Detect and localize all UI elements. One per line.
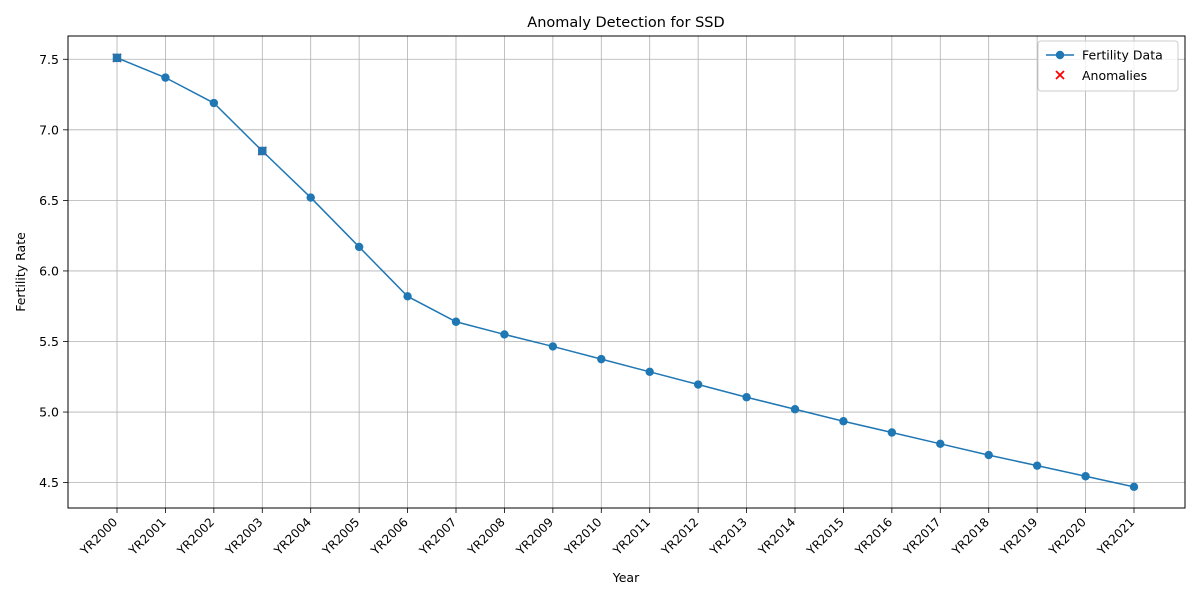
x-axis-label: Year: [612, 570, 640, 585]
legend-label-anomalies: Anomalies: [1082, 68, 1147, 83]
y-tick-label: 4.5: [39, 475, 59, 490]
y-tick-label: 6.5: [39, 193, 59, 208]
data-point: [645, 367, 654, 377]
legend-label-fertility-data: Fertility Data: [1082, 48, 1163, 63]
y-tick-label: 7.5: [39, 52, 59, 67]
y-axis-ticks: 4.5 5.0 5.5 6.0 6.5 7.0 7.5: [39, 52, 68, 490]
data-point: [790, 405, 800, 414]
data-point: [742, 393, 751, 402]
legend-anomaly-swatch: [1055, 70, 1065, 80]
data-point: [500, 330, 509, 339]
grid: [68, 36, 1185, 508]
data-point: [887, 428, 897, 437]
data-point: [936, 439, 945, 448]
data-point: [1081, 472, 1090, 481]
anomaly-overlap-marker: [258, 146, 267, 156]
data-point: [451, 317, 461, 326]
data-point: [984, 450, 993, 460]
chart-title: Anomaly Detection for SSD: [527, 15, 724, 31]
data-point: [161, 73, 170, 82]
data-point: [839, 417, 848, 426]
data-point: [1129, 482, 1139, 492]
anomaly-layer: [112, 53, 267, 156]
data-point: [403, 292, 412, 301]
y-tick-label: 6.0: [39, 263, 59, 278]
y-tick-label: 5.0: [39, 405, 59, 420]
data-point: [209, 98, 219, 108]
data-point: [1032, 461, 1042, 470]
plot-frame: [67, 35, 1186, 509]
y-tick-label: 7.0: [39, 122, 59, 137]
data-point: [597, 354, 606, 364]
anomaly-overlap-marker: [112, 53, 122, 63]
legend-marker-swatch: [1055, 50, 1065, 60]
series-layer: [112, 53, 1139, 492]
legend-box: [1037, 40, 1179, 92]
anomaly-marker: [257, 146, 267, 156]
legend: Fertility Data Anomalies: [1037, 40, 1179, 92]
anomaly-marker: [112, 53, 122, 63]
data-point: [306, 193, 315, 202]
data-point: [548, 342, 558, 351]
data-point: [354, 242, 364, 252]
y-axis-label: Fertility Rate: [13, 232, 28, 312]
data-point: [693, 380, 703, 389]
series-line: [116, 57, 1135, 488]
y-tick-label: 5.5: [39, 334, 59, 349]
